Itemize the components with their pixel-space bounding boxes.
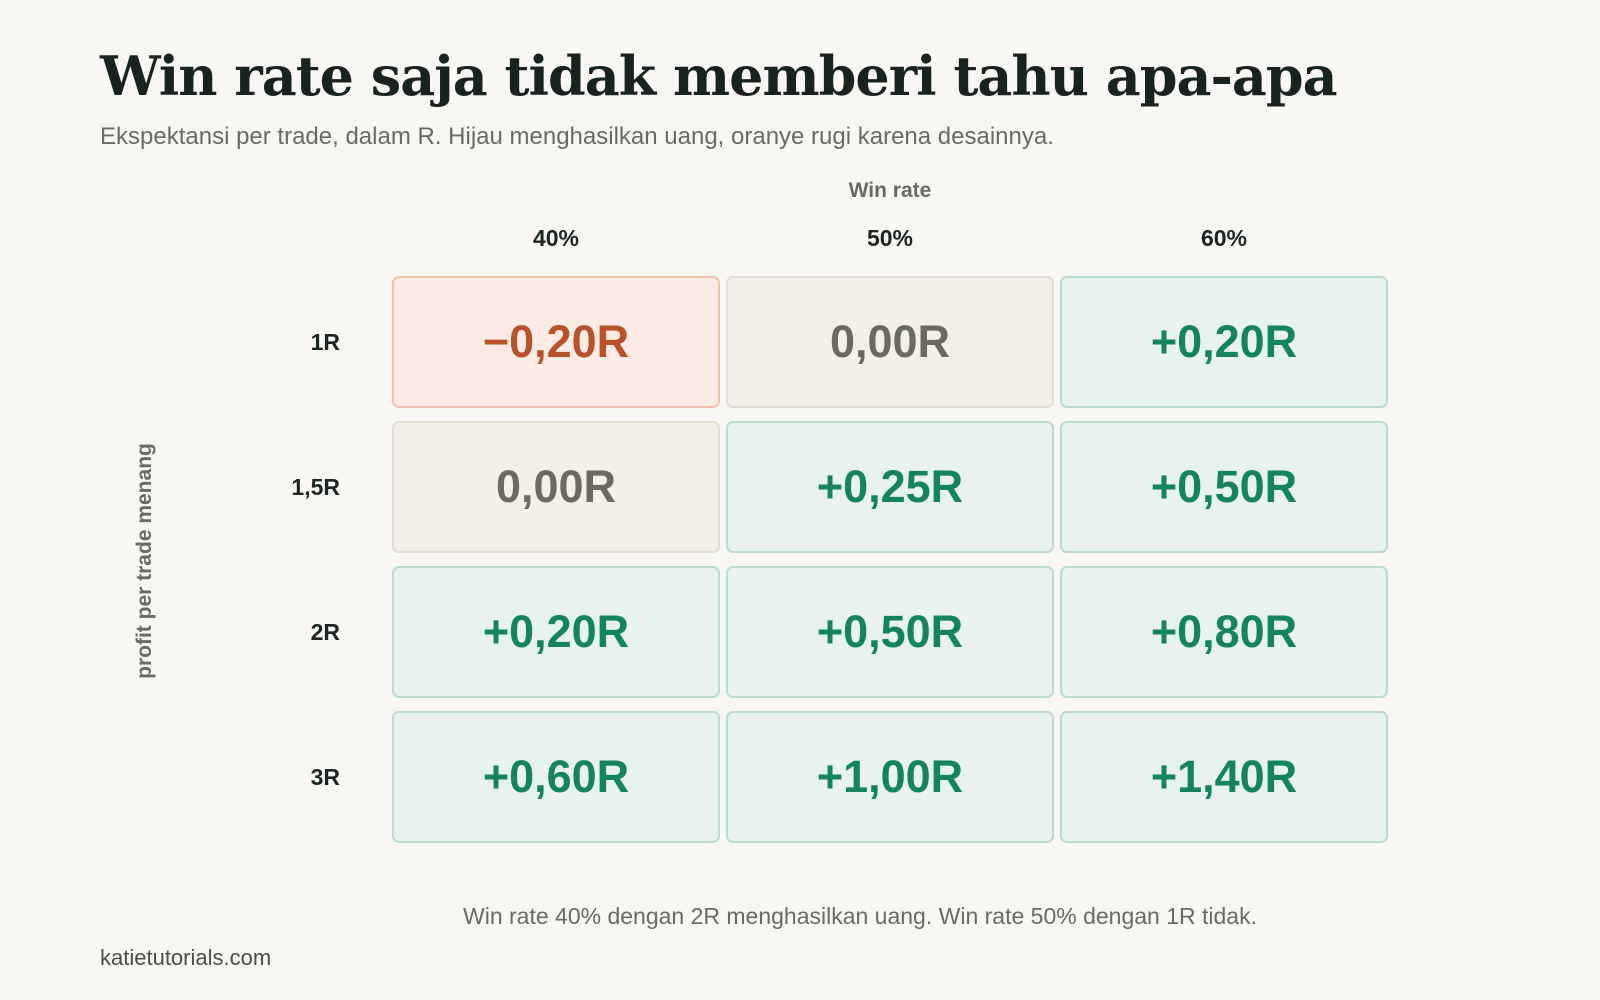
heatmap-cell: −0,20R bbox=[392, 276, 720, 408]
heatmap-cell: +0,80R bbox=[1060, 566, 1388, 698]
source-credit: katietutorials.com bbox=[100, 945, 272, 970]
x-axis-title: Win rate bbox=[848, 179, 932, 202]
row-label-1-5r: 1,5R bbox=[291, 473, 340, 500]
heatmap-cell: +0,60R bbox=[392, 711, 720, 843]
heatmap-cell: +0,50R bbox=[726, 566, 1054, 698]
y-axis-title: profit per trade menang bbox=[133, 443, 156, 679]
heatmap-cell: +1,40R bbox=[1060, 711, 1388, 843]
column-label-50: 50% bbox=[866, 225, 914, 251]
heatmap-cell: 0,00R bbox=[392, 421, 720, 553]
row-label-3r: 3R bbox=[310, 763, 340, 790]
footnote: Win rate 40% dengan 2R menghasilkan uang… bbox=[463, 903, 1257, 929]
heatmap-cell: +1,00R bbox=[726, 711, 1054, 843]
chart-title: Win rate saja tidak memberi tahu apa-apa bbox=[100, 44, 1338, 108]
heatmap-cell: +0,25R bbox=[726, 421, 1054, 553]
heatmap-cell: +0,20R bbox=[392, 566, 720, 698]
row-label-2r: 2R bbox=[310, 618, 340, 645]
column-label-40: 40% bbox=[532, 225, 580, 251]
heatmap-cell: +0,50R bbox=[1060, 421, 1388, 553]
chart-subtitle: Ekspektansi per trade, dalam R. Hijau me… bbox=[100, 123, 1054, 150]
heatmap-cell: +0,20R bbox=[1060, 276, 1388, 408]
row-label-1r: 1R bbox=[310, 328, 340, 355]
column-label-60: 60% bbox=[1200, 225, 1248, 251]
heatmap-cell: 0,00R bbox=[726, 276, 1054, 408]
